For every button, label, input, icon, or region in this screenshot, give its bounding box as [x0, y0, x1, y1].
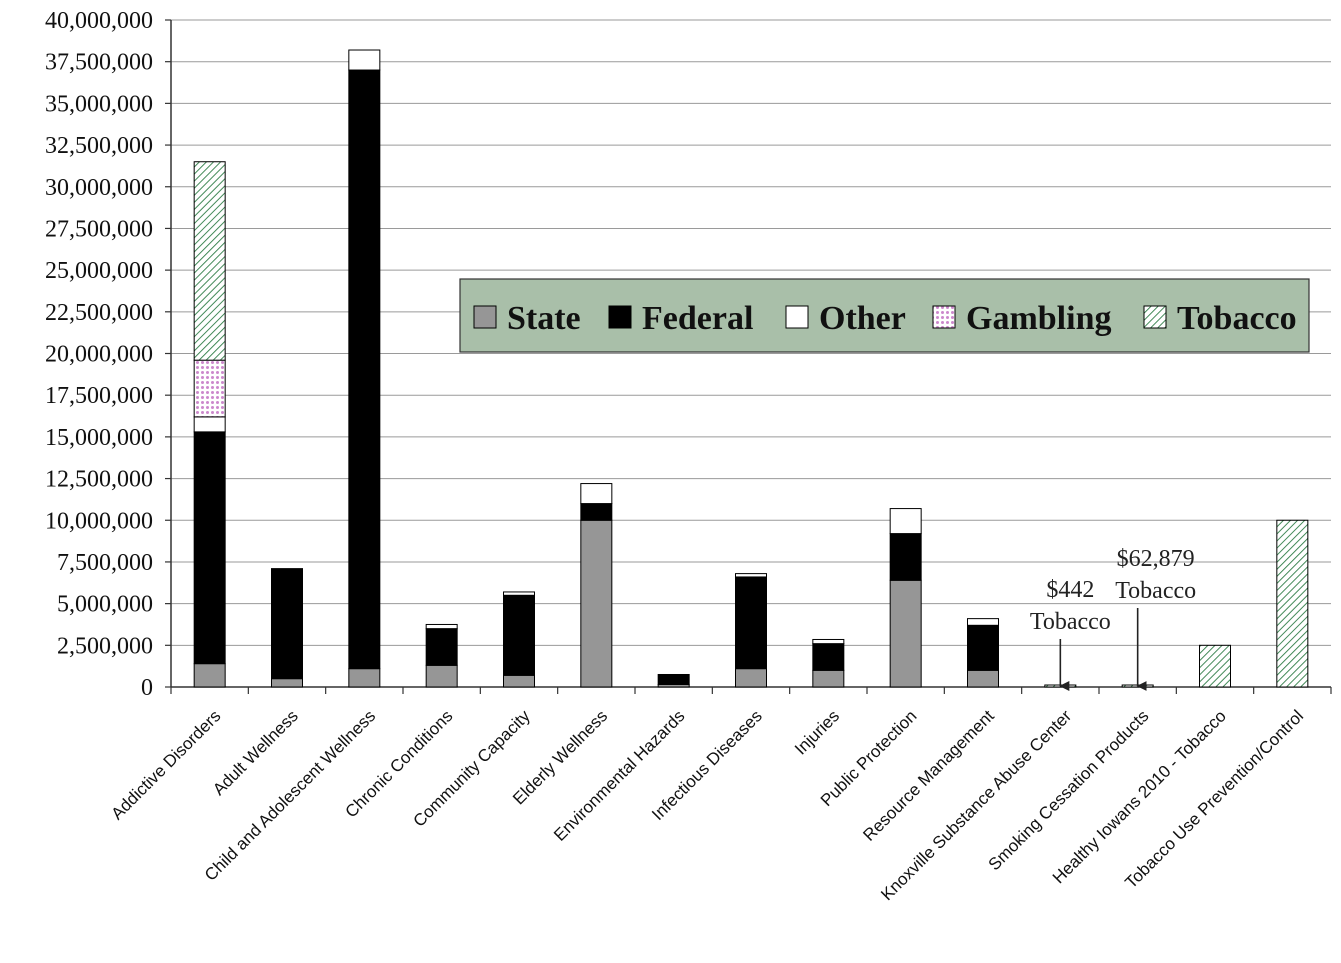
legend-label-other: Other: [819, 300, 906, 337]
bar-segment-state: [271, 678, 303, 688]
legend-label-state: State: [507, 300, 581, 337]
legend-swatch-other: [785, 305, 809, 329]
bar-segment-tobacco: [1199, 644, 1231, 688]
annotation-value: $62,879: [1117, 546, 1195, 572]
annotation-value: $442: [1046, 577, 1094, 603]
legend-swatch-tobacco: [1143, 305, 1167, 329]
bar-segment-other: [580, 483, 613, 505]
bar-segment-federal: [503, 594, 535, 676]
y-tick-label: 20,000,000: [45, 342, 153, 368]
bar-segment-state: [580, 519, 613, 688]
legend-label-tobacco: Tobacco: [1177, 300, 1297, 337]
y-tick-label: 5,000,000: [57, 592, 153, 618]
bar-segment-tobacco: [193, 161, 226, 361]
bar-segment-federal: [348, 69, 381, 670]
legend-swatch-state: [473, 305, 497, 329]
bar-segment-state: [889, 579, 922, 688]
legend: State Federal Other Gambling Tobacco: [459, 278, 1310, 353]
bar-segment-other: [503, 591, 535, 596]
y-tick-label: 17,500,000: [45, 383, 153, 409]
legend-box: [459, 278, 1310, 353]
x-tick-label: Addictive Disorders: [108, 706, 225, 823]
y-tick-label: 22,500,000: [45, 300, 153, 326]
bar-segment-other: [348, 49, 381, 71]
bar-segment-gambling: [193, 359, 226, 418]
annotation-label: Tobacco: [1115, 578, 1196, 604]
bar-segment-other: [967, 618, 999, 626]
bar-segment-other: [193, 416, 226, 433]
x-tick-label: Injuries: [791, 706, 843, 758]
x-tick-label: Resource Management: [859, 706, 998, 845]
y-tick-label: 32,500,000: [45, 133, 153, 159]
bar-segment-federal: [271, 568, 303, 680]
bar-segment-state: [967, 669, 999, 688]
bar-segment-other: [735, 573, 767, 578]
legend-swatch-federal: [608, 305, 632, 329]
y-tick-label: 0: [141, 675, 153, 701]
annotations: $442 Tobacco $62,879 Tobacco: [1030, 546, 1196, 691]
bar-segment-federal: [735, 576, 767, 670]
y-tick-label: 40,000,000: [45, 8, 153, 34]
x-tick-label: Child and Adolescent Wellness: [201, 706, 379, 884]
bar-segment-tobacco: [1276, 519, 1309, 688]
bar-segment-state: [425, 664, 458, 688]
bar-segment-other: [425, 623, 458, 630]
bar-segment-state: [812, 669, 845, 688]
legend-label-gambling: Gambling: [966, 300, 1111, 337]
y-tick-label: 2,500,000: [57, 633, 153, 659]
y-tick-label: 35,000,000: [45, 91, 153, 117]
bar-segment-state: [193, 663, 226, 688]
y-tick-label: 15,000,000: [45, 425, 153, 451]
bar-segment-federal: [425, 628, 458, 666]
bar-segment-other: [812, 638, 845, 645]
bar-segment-federal: [967, 624, 999, 671]
bar-segment-federal: [580, 503, 613, 521]
bar-segment-state: [503, 674, 535, 688]
bar-segment-federal: [812, 643, 845, 671]
y-tick-label: 37,500,000: [45, 50, 153, 76]
y-tick-label: 7,500,000: [57, 550, 153, 576]
y-tick-label: 30,000,000: [45, 175, 153, 201]
legend-swatch-gambling: [932, 305, 956, 329]
bar-segment-state: [735, 668, 767, 688]
x-tick-label: Environmental Hazards: [550, 706, 688, 844]
y-tick-label: 25,000,000: [45, 258, 153, 284]
bars: [193, 49, 1309, 688]
bar-segment-other: [889, 508, 922, 535]
bar-segment-federal: [889, 533, 922, 581]
annotation-label: Tobacco: [1030, 609, 1111, 635]
bar-segment-state: [348, 668, 381, 688]
y-tick-label: 27,500,000: [45, 216, 153, 242]
x-tick-label: Smoking Cessation Products: [985, 706, 1153, 874]
bar-segment-federal: [193, 431, 226, 665]
y-tick-label: 12,500,000: [45, 467, 153, 493]
bar-segment-federal: [657, 673, 690, 685]
legend-label-federal: Federal: [642, 300, 753, 337]
axes: 0 2,500,000 5,000,000 7,500,000 10,000,000 12…: [45, 8, 1332, 904]
y-tick-label: 10,000,000: [45, 508, 153, 534]
